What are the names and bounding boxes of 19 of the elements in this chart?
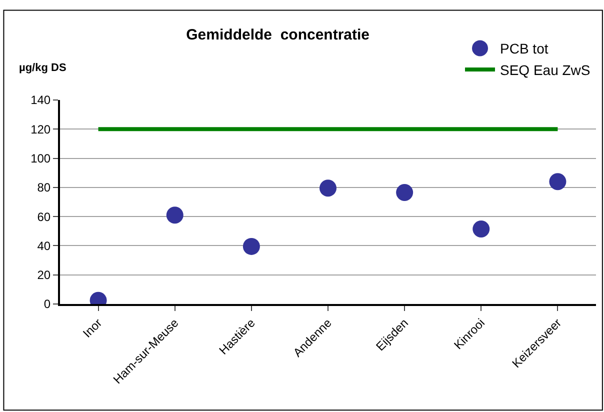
y-tick-label: 140 (30, 93, 51, 108)
y-tick-label: 20 (37, 268, 51, 282)
chart-title: Gemiddelde concentratie (186, 26, 370, 44)
point (320, 180, 336, 197)
y-tick-label: 60 (37, 210, 51, 224)
legend-label: PCB tot (500, 40, 548, 57)
y-axis-title: µg/kg DS (19, 62, 66, 74)
point (472, 220, 490, 238)
point (166, 206, 184, 224)
x-tick-label: Inor (80, 316, 105, 340)
y-tick-label: 40 (37, 238, 51, 253)
y-tick-label: 100 (30, 151, 51, 166)
point (242, 238, 260, 255)
y-tick-label: 0 (44, 297, 51, 312)
point (549, 173, 566, 190)
y-tick-label: 120 (30, 122, 51, 136)
legend-label: SEQ Eau ZwS (500, 62, 590, 78)
point (396, 184, 414, 202)
y-tick-label: 80 (37, 180, 51, 195)
